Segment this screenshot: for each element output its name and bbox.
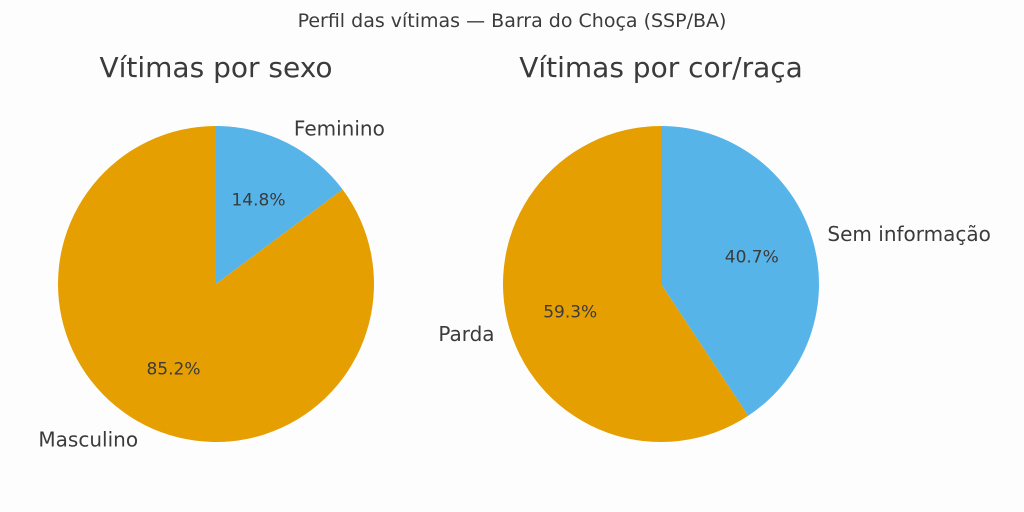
pie-title-sex: Vítimas por sexo <box>99 51 332 84</box>
slice-sem-informacao-pct-label: 40.7% <box>725 248 779 268</box>
slice-masculino-pct-label: 85.2% <box>146 360 200 380</box>
pie-chart-race: Vítimas por cor/raça 40.7% Sem informação… <box>438 51 991 442</box>
pie-title-race: Vítimas por cor/raça <box>519 51 803 84</box>
slice-feminino-pct-label: 14.8% <box>231 190 285 210</box>
slice-parda-category-label: Parda <box>438 322 494 346</box>
slice-masculino-wedge <box>57 126 375 442</box>
slice-masculino-category-label: Masculino <box>38 427 138 451</box>
slice-parda-pct-label: 59.3% <box>543 302 597 322</box>
slice-feminino-wedge <box>216 126 343 284</box>
figure-suptitle: Perfil das vítimas — Barra do Choça (SSP… <box>298 10 727 32</box>
pie-chart-sex: Vítimas por sexo 14.8% Feminino 85.2% Mascu… <box>38 51 384 451</box>
slice-feminino-category-label: Feminino <box>294 117 385 141</box>
slice-sem-informacao-category-label: Sem informação <box>827 222 990 246</box>
slice-parda-wedge <box>503 126 749 442</box>
slice-sem-informacao-wedge <box>661 126 820 416</box>
